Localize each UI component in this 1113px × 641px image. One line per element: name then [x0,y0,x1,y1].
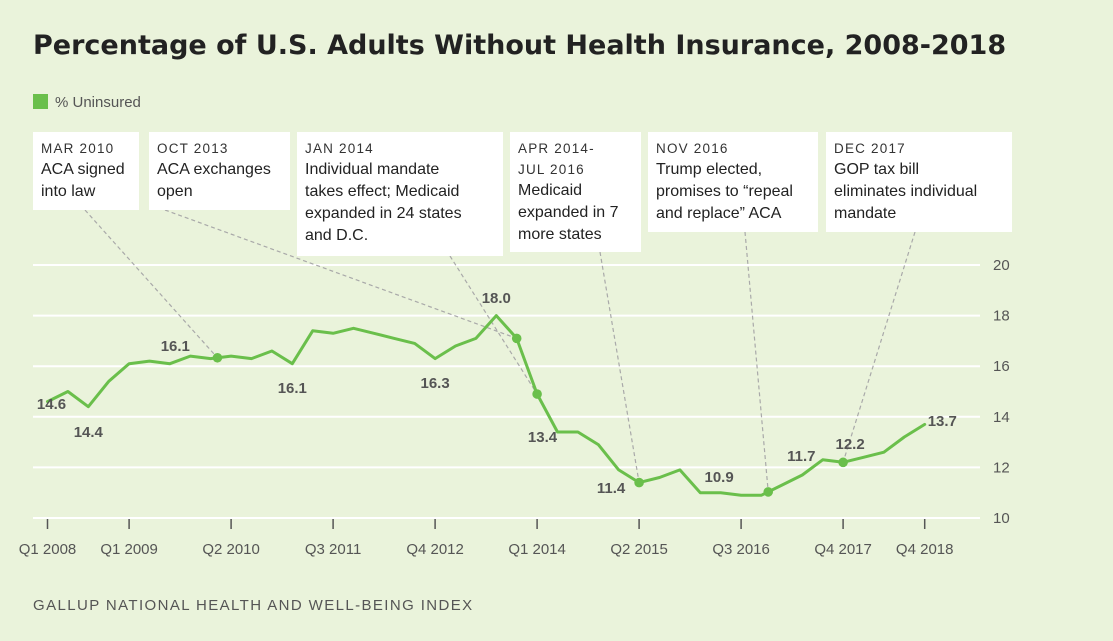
annotation-box: JAN 2014 Individual mandate takes effect; … [297,132,503,256]
annotation-background [33,132,139,210]
x-axis: Q1 2008 Q1 2009 Q2 2010 Q3 2011 Q4 2012 Q1 20… [19,519,954,558]
x-tick-label: Q4 2012 [406,541,464,558]
annotation-text: and D.C. [305,227,368,244]
y-tick-label: 10 [993,510,1010,527]
annotation-date: JAN 2014 [305,141,374,156]
data-label: 12.2 [835,436,864,453]
x-tick-label: Q2 2015 [610,541,668,558]
annotation-date: OCT 2013 [157,141,229,156]
series-line [46,314,927,497]
source-note: GALLUP NATIONAL HEALTH AND WELL-BEING IN… [33,597,474,614]
annotation-point [212,352,223,363]
x-tick-label: Q3 2011 [305,541,361,558]
data-label: 11.4 [597,480,626,497]
annotation-background [297,132,503,256]
annotation-point [763,487,774,497]
annotation-date: NOV 2016 [656,141,729,156]
x-tick-label: Q1 2014 [508,541,566,558]
annotation-leader [449,255,538,395]
y-tick-label: 12 [993,459,1010,476]
data-label: 14.4 [74,424,104,441]
data-label: 11.7 [787,448,815,465]
annotation-point [532,389,542,399]
annotation-box: DEC 2017 GOP tax bill eliminates individua… [826,132,1012,232]
annotation-date: JUL 2016 [518,162,585,177]
annotation-text: into law [41,183,96,200]
annotation-leader [84,209,218,359]
annotation-text: promises to “repeal [656,183,793,200]
annotation-background [510,132,641,252]
annotation-text: more states [518,226,602,243]
annotation-box: OCT 2013 ACA exchanges open [149,132,290,210]
annotation-leader [842,231,916,463]
data-label: 16.3 [420,375,449,392]
annotation-point [511,333,522,344]
annotation-background [149,132,290,210]
annotation-box: APR 2014- JUL 2016 Medicaid expanded in 7 mo… [510,132,641,252]
annotation-leaders [84,209,916,492]
annotation-text: ACA signed [41,161,125,178]
gridlines [33,264,980,519]
annotations: MAR 2010 ACA signed into law OCT 2013 ACA ex… [33,132,1012,256]
annotation-date: DEC 2017 [834,141,906,156]
legend-label: % Uninsured [55,94,141,111]
annotation-leader [744,231,769,492]
data-label: 16.1 [278,380,307,397]
x-tick-label: Q1 2008 [19,541,77,558]
annotation-point [838,457,848,468]
y-tick-label: 14 [993,409,1010,426]
y-tick-label: 16 [993,358,1010,375]
x-tick-label: Q2 2010 [202,541,260,558]
data-label: 13.7 [928,413,957,430]
legend-swatch [33,94,48,109]
annotation-background [648,132,818,232]
annotation-leader [599,251,640,483]
x-tick-label: Q4 2017 [814,541,872,558]
annotation-leader [164,209,517,339]
annotation-text: Trump elected, [656,161,762,178]
annotation-text: expanded in 24 states [305,205,462,222]
annotation-text: Individual mandate [305,161,439,178]
x-tick-label: Q4 2018 [896,541,954,558]
y-tick-label: 18 [993,308,1010,325]
annotation-text: Medicaid [518,182,582,199]
legend: % Uninsured [33,94,141,111]
data-label: 13.4 [528,429,558,446]
annotation-text: expanded in 7 [518,204,619,221]
data-label: 18.0 [482,290,511,307]
data-label: 10.9 [704,469,733,486]
data-label: 16.1 [161,338,190,355]
data-labels: 14.6 14.4 16.1 16.1 16.3 18.0 13.4 11.4 10.9 11.7… [37,290,957,497]
y-axis: 10 12 14 16 18 20 [993,257,1010,527]
annotation-text: eliminates individual [834,183,977,200]
chart-title: Percentage of U.S. Adults Without Health… [33,30,1006,61]
annotation-point [634,477,644,488]
annotation-text: open [157,183,193,200]
annotation-text: ACA exchanges [157,161,271,178]
data-label: 14.6 [37,396,66,413]
annotation-box: MAR 2010 ACA signed into law [33,132,139,210]
annotation-text: GOP tax bill [834,161,919,178]
y-tick-label: 20 [993,257,1010,274]
annotation-date: MAR 2010 [41,141,114,156]
annotation-background [826,132,1012,232]
annotation-box: NOV 2016 Trump elected, promises to “repea… [648,132,818,232]
annotation-text: and replace” ACA [656,205,782,222]
annotation-points [212,333,848,497]
x-tick-label: Q1 2009 [100,541,158,558]
annotation-date: APR 2014- [518,141,595,156]
annotation-text: takes effect; Medicaid [305,183,459,200]
annotation-text: mandate [834,205,896,222]
x-tick-label: Q3 2016 [712,541,770,558]
